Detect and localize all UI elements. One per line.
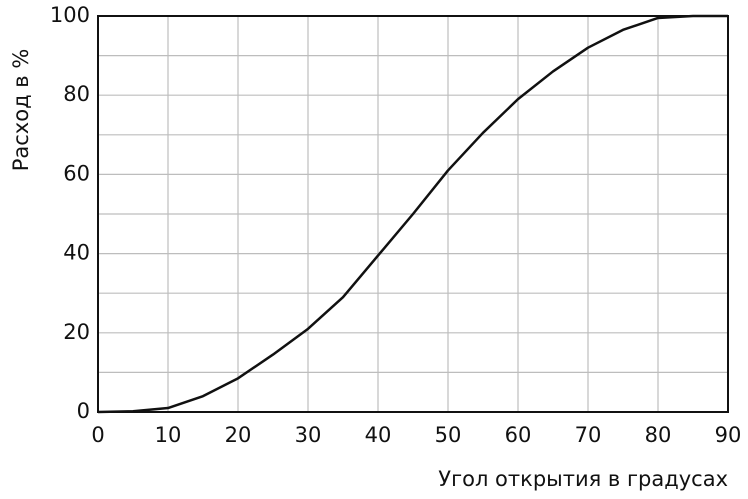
y-tick-label: 60 bbox=[63, 161, 90, 185]
x-tick-label: 30 bbox=[295, 423, 322, 447]
x-tick-label: 0 bbox=[91, 423, 104, 447]
x-tick-label: 50 bbox=[435, 423, 462, 447]
y-tick-label: 20 bbox=[63, 320, 90, 344]
x-tick-label: 80 bbox=[645, 423, 672, 447]
x-tick-label: 70 bbox=[575, 423, 602, 447]
y-tick-label: 80 bbox=[63, 82, 90, 106]
data-line bbox=[97, 14, 728, 414]
x-tick-label: 20 bbox=[225, 423, 252, 447]
x-tick-label: 10 bbox=[155, 423, 182, 447]
y-tick-label: 40 bbox=[63, 241, 90, 265]
y-axis-label: Расход в % bbox=[9, 49, 33, 172]
x-tick-label: 60 bbox=[505, 423, 532, 447]
y-tick-label: 0 bbox=[77, 399, 90, 423]
plot-frame bbox=[97, 15, 729, 413]
x-axis-label: Угол открытия в градусах bbox=[438, 467, 728, 491]
x-tick-label: 90 bbox=[715, 423, 742, 447]
y-tick-label: 100 bbox=[50, 3, 90, 27]
x-tick-label: 40 bbox=[365, 423, 392, 447]
